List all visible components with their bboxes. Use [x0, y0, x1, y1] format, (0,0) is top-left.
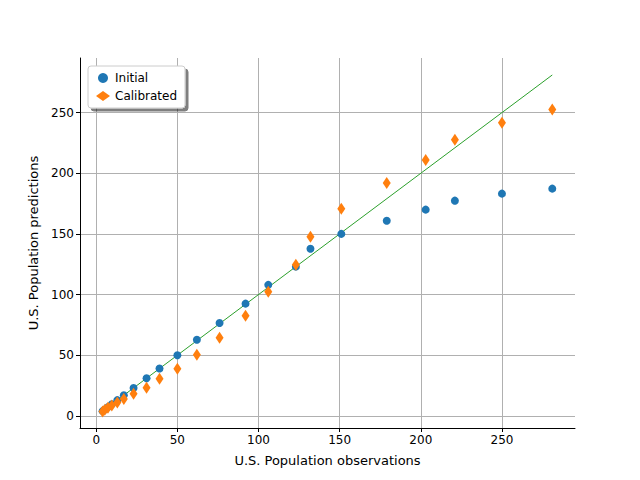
svg-text:250: 250: [491, 433, 514, 447]
svg-text:0: 0: [92, 433, 100, 447]
svg-text:U.S. Population predictions: U.S. Population predictions: [26, 155, 41, 330]
svg-text:200: 200: [51, 166, 74, 180]
svg-text:100: 100: [51, 288, 74, 302]
svg-text:50: 50: [170, 433, 185, 447]
svg-text:0: 0: [66, 409, 74, 423]
svg-text:200: 200: [409, 433, 432, 447]
svg-text:150: 150: [51, 227, 74, 241]
svg-text:Initial: Initial: [115, 71, 148, 85]
svg-text:50: 50: [59, 348, 74, 362]
svg-text:250: 250: [51, 106, 74, 120]
svg-text:100: 100: [247, 433, 270, 447]
svg-text:150: 150: [328, 433, 351, 447]
svg-text:U.S. Population observations: U.S. Population observations: [234, 453, 420, 468]
svg-text:Calibrated: Calibrated: [115, 89, 177, 103]
